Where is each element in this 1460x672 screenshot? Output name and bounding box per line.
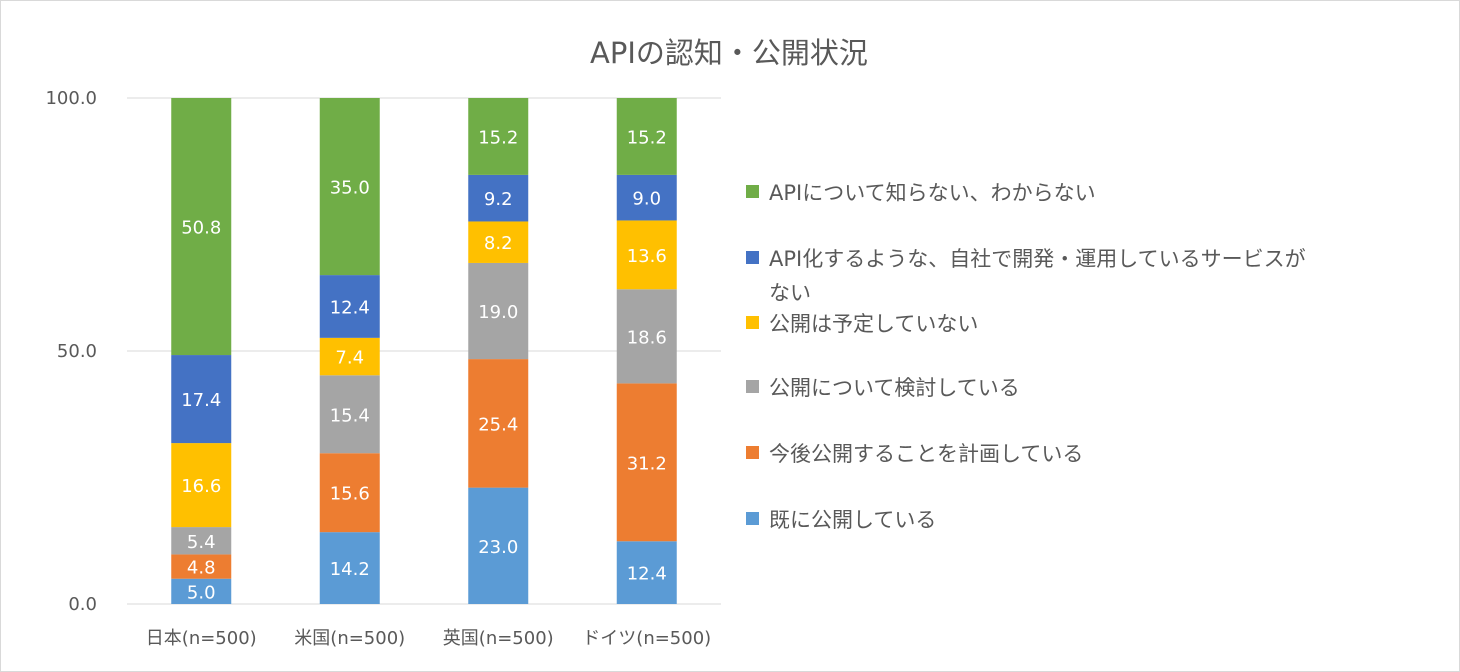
chart-title: APIの認知・公開状況 (590, 36, 868, 70)
y-tick-label: 100.0 (45, 88, 97, 109)
bar-segment (468, 262, 529, 360)
bar-segment (319, 275, 380, 338)
data-label: 25.4 (478, 414, 518, 435)
bar-segment (171, 527, 232, 555)
legend-swatch (746, 185, 759, 198)
x-tick-label: 日本(n=500) (146, 628, 257, 649)
bar-segment (616, 383, 677, 542)
data-label: 14.2 (330, 559, 370, 580)
data-label: 12.4 (627, 564, 667, 585)
bar-segment (468, 221, 529, 263)
bar-segment (319, 375, 380, 454)
data-label: 17.4 (181, 390, 221, 411)
legend-label: 既に公開している (769, 508, 936, 532)
data-label: 8.2 (484, 233, 513, 254)
data-label: 31.2 (627, 453, 667, 474)
legend-label: ない (769, 281, 811, 305)
legend-label: 公開は予定していない (769, 312, 978, 336)
legend-item: 今後公開することを計画している (746, 442, 1083, 466)
bar-segment (468, 98, 529, 175)
x-tick-label: 米国(n=500) (294, 628, 405, 649)
bar-segment (616, 220, 677, 290)
bar-segment (319, 337, 380, 376)
x-tick-label: 英国(n=500) (443, 628, 554, 649)
legend: APIについて知らない、わからない API化するような、自社で開発・運用しているサ… (746, 181, 1306, 532)
y-axis: 0.0 50.0 100.0 (45, 88, 97, 615)
data-label: 15.6 (330, 484, 370, 505)
legend-swatch (746, 251, 759, 264)
legend-item: 公開は予定していない (746, 312, 978, 336)
data-label: 18.6 (627, 327, 667, 348)
bar-stack: 12.4 31.2 18.6 13.6 9.0 15.2 (616, 98, 677, 604)
legend-item: 公開について検討している (746, 376, 1020, 400)
data-label: 7.4 (335, 348, 364, 369)
bar-segment (171, 98, 232, 356)
data-label: 16.6 (181, 476, 221, 497)
x-tick-label: ドイツ(n=500) (582, 628, 711, 649)
legend-swatch (746, 380, 759, 393)
data-label: 9.0 (632, 189, 661, 210)
legend-label: APIについて知らない、わからない (769, 181, 1096, 205)
data-label: 9.2 (484, 189, 513, 210)
bar-segment (319, 532, 380, 604)
bar-segment (171, 578, 232, 604)
legend-label: 今後公開することを計画している (769, 442, 1083, 466)
y-tick-label: 50.0 (57, 341, 97, 362)
legend-item: 既に公開している (746, 508, 936, 532)
legend-label: 公開について検討している (769, 376, 1020, 400)
legend-swatch (746, 316, 759, 329)
bar-stack: 23.0 25.4 19.0 8.2 9.2 15.2 (468, 98, 529, 604)
bars: 5.0 4.8 5.4 16.6 17.4 50.8 14.2 15.6 15.4 7.4 12.4… (171, 98, 677, 604)
legend-label: API化するような、自社で開発・運用しているサービスが (769, 247, 1306, 271)
bar-segment (616, 541, 677, 604)
bar-segment (468, 487, 529, 604)
legend-item: APIについて知らない、わからない (746, 181, 1096, 205)
legend-swatch (746, 512, 759, 525)
data-label: 23.0 (478, 537, 518, 558)
data-label: 13.6 (627, 246, 667, 267)
bar-segment (171, 554, 232, 579)
bar-segment (616, 98, 677, 175)
data-label: 5.4 (187, 532, 216, 553)
legend-swatch (746, 446, 759, 459)
data-label: 15.2 (478, 127, 518, 148)
data-label: 5.0 (187, 582, 216, 603)
data-label: 4.8 (187, 558, 216, 579)
bar-segment (616, 174, 677, 221)
data-label: 35.0 (330, 178, 370, 199)
bar-segment (319, 98, 380, 276)
x-axis: 日本(n=500) 米国(n=500) 英国(n=500) ドイツ(n=500) (146, 628, 711, 649)
data-label: 50.8 (181, 218, 221, 239)
bar-segment (616, 289, 677, 384)
bar-stack: 5.0 4.8 5.4 16.6 17.4 50.8 (171, 98, 232, 604)
data-label: 12.4 (330, 297, 370, 318)
bar-segment (171, 355, 232, 444)
bar-segment (468, 174, 529, 222)
data-label: 15.2 (627, 127, 667, 148)
data-label: 15.4 (330, 405, 370, 426)
bar-segment (171, 443, 232, 528)
bar-segment (468, 359, 529, 488)
data-label: 19.0 (478, 302, 518, 323)
y-tick-label: 0.0 (68, 594, 97, 615)
bar-stack: 14.2 15.6 15.4 7.4 12.4 35.0 (319, 98, 380, 604)
bar-segment (319, 453, 380, 533)
